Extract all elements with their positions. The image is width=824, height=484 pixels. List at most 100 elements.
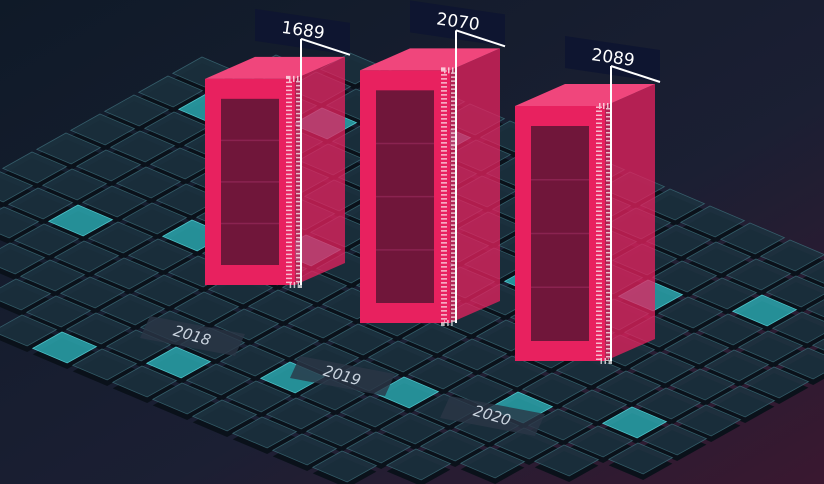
tile [771, 311, 824, 344]
tile [679, 205, 746, 238]
tile [635, 387, 702, 420]
tile [247, 289, 314, 322]
tile [459, 446, 526, 479]
tile [31, 331, 98, 364]
tile [7, 187, 74, 220]
flag-edge [300, 37, 351, 56]
tile [71, 348, 138, 381]
tile [765, 275, 824, 308]
tile [115, 166, 182, 199]
tile [657, 296, 724, 329]
bar-edge-strip [596, 103, 612, 364]
bar-side [295, 56, 345, 285]
tile [271, 433, 338, 466]
bar-edge-strip [441, 67, 457, 326]
tile [121, 202, 188, 235]
tile [645, 224, 712, 257]
tile [385, 448, 452, 481]
tile [145, 346, 212, 379]
category-plate [140, 316, 245, 356]
tile [327, 323, 394, 356]
tile [53, 240, 120, 273]
tile [345, 431, 412, 464]
bar-side [605, 84, 655, 361]
tile [401, 321, 468, 354]
tile [287, 306, 354, 339]
tile [743, 366, 810, 399]
tile [305, 414, 372, 447]
tile [191, 399, 258, 432]
category-plate [440, 396, 545, 436]
tile [663, 332, 730, 365]
tile [219, 344, 286, 377]
tile [0, 206, 40, 239]
bar-side [450, 48, 500, 324]
tile [143, 111, 210, 144]
tile [759, 239, 824, 272]
tile [99, 293, 166, 326]
value-flag [565, 36, 660, 82]
tile [109, 130, 176, 163]
bar-edge-strip [286, 75, 302, 288]
tile [0, 278, 52, 311]
tile [0, 242, 46, 275]
tile [709, 385, 776, 418]
tile [685, 241, 752, 274]
tile [339, 395, 406, 428]
tile [137, 75, 204, 108]
tile [607, 442, 674, 475]
tile [805, 299, 824, 318]
tile [213, 308, 280, 341]
value-flag [410, 0, 505, 47]
tile [725, 258, 792, 291]
tile [419, 429, 486, 462]
tile [367, 340, 434, 373]
tile [441, 338, 508, 371]
tile [731, 294, 798, 327]
tile [697, 313, 764, 346]
tile [265, 397, 332, 430]
tile [41, 168, 108, 201]
tile [481, 355, 548, 388]
category-plate [290, 356, 395, 396]
tile [629, 351, 696, 384]
tile [669, 368, 736, 401]
tile [567, 425, 634, 458]
tile [737, 330, 804, 363]
tile [127, 238, 194, 271]
tile [0, 314, 58, 347]
tile [601, 406, 668, 439]
tile [533, 444, 600, 477]
tile [675, 404, 742, 437]
tile [133, 274, 200, 307]
tile [651, 260, 718, 293]
tile [0, 171, 34, 203]
tile [173, 291, 240, 324]
tile [811, 338, 824, 351]
tile [25, 295, 92, 328]
tile [103, 94, 170, 127]
tile [47, 204, 114, 237]
tile [13, 223, 80, 256]
tile [65, 312, 132, 345]
tile [799, 259, 824, 284]
tile [719, 222, 786, 255]
tile [111, 365, 178, 398]
tile [35, 132, 102, 165]
flag-edge [610, 65, 661, 83]
tile [595, 370, 662, 403]
tile [379, 412, 446, 445]
tile [1, 151, 68, 184]
tile [75, 149, 142, 182]
tile [19, 259, 86, 292]
tile [231, 416, 298, 449]
bar-top [515, 84, 655, 106]
value-flag [255, 8, 350, 55]
tile [641, 423, 708, 456]
tile [149, 147, 216, 180]
flag-edge [455, 29, 506, 48]
bar-top [360, 48, 500, 71]
